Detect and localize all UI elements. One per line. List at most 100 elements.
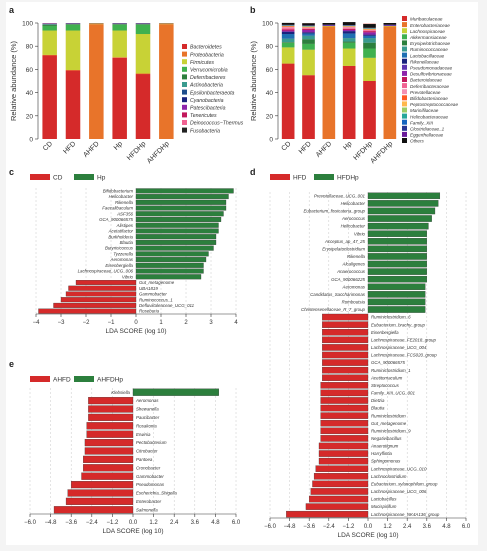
bar-segment [112,30,127,58]
lda-bar-label: Gut_metagenome [371,421,407,426]
x-tick-label: −4.8 [45,520,58,526]
bar-segment [302,49,315,76]
bar-segment [302,29,315,33]
x-axis-label: LDA SCORE (log 10) [337,532,398,539]
lda-bar [38,308,137,314]
bar-segment [302,27,315,29]
lda-bar [322,351,369,359]
legend-swatch [402,70,407,76]
panel-label-c: c [9,167,14,177]
y-tick-label: 60 [266,67,274,74]
x-tick-label: 0.0 [129,520,138,526]
lda-bar [367,192,441,200]
lda-bar [322,328,369,336]
bar-segment [302,39,315,44]
bar-segment [281,34,295,39]
bar-segment [383,24,397,26]
lda-bar [318,442,369,450]
legend-label: Deinococcus−Thermus [190,121,244,127]
lda-bar-label: Eubacterium_brachy_group [371,322,425,327]
y-tick-label: 100 [22,21,33,28]
legend-swatch [182,66,187,72]
lda-bar [315,465,369,472]
lda-bar [310,488,369,495]
lda-bar [367,222,429,230]
lda-bar [135,257,207,263]
lda-bar-label: Erysipelatoclostridium [322,246,365,251]
lda-bar [135,228,219,234]
lda-bar [84,439,134,447]
legend-label: Erysipelotrichaceae [410,41,451,46]
lda-bar [309,495,369,503]
lda-bar-label: Helicobacter [341,224,366,229]
y-tick-label: 100 [262,21,273,28]
x-tick-label: −3.6 [303,524,316,530]
bar-segment [342,29,356,32]
legend-swatch [402,77,407,82]
bar-segment [342,22,356,26]
legend-swatch [182,44,187,49]
lda-bar [367,245,427,253]
lda-bar-label: Paucibacter [136,415,160,420]
legend-swatch [182,104,187,110]
x-tick-label: −3.6 [65,520,78,526]
lda-bar [313,473,369,480]
lda-bar [135,274,202,280]
x-tick-label: −4.8 [284,524,297,530]
lda-bar [71,481,134,489]
lda-bar [320,427,369,435]
legend-swatch [402,89,407,95]
legend-label: Deferribacteres [190,75,226,81]
lda-bar-label: GCA_900066575 [99,217,133,222]
bar-segment [302,33,315,36]
lda-bar-label: Harryflintia [371,451,393,456]
lda-bar-label: Sphingomonas [371,459,401,464]
bar-segment [383,26,397,140]
lda-bar-label: GCA_900066225 [331,277,365,282]
bar-segment [135,73,151,75]
bar-segment [281,28,295,30]
x-tick-label: Hp [342,140,353,151]
lda-bar-label: Aeromonas [342,284,366,289]
bar-segment [281,29,295,31]
legend-label: Actinobacteria [189,83,223,89]
panel-c: CD Hp −4 −3 −2 −1 0 1 2 3 4 LDA SCORE (log 10) Bifid… [30,174,238,335]
legend-swatch [182,120,187,125]
x-axis-label: LDA SCORE (log 10) [102,528,163,535]
legend-swatch [402,101,407,107]
legend-label: Patescibacteria [190,106,226,112]
bar-segment [302,28,315,30]
lda-bar [53,506,134,514]
legend-label: Helicobacteraceae [410,114,448,119]
bar-segment [302,43,315,50]
bar-segment [363,42,376,49]
lda-bar-label: ASF356 [116,211,133,216]
legend-swatch [402,34,407,40]
legend-label: Epsilonbacteraeota [190,90,235,96]
lda-bar [305,503,369,510]
bar-segment [302,35,315,40]
y-tick-label: 0 [29,137,33,144]
x-axis-label: LDA SCORE (log 10) [105,328,166,335]
lda-bar-label: Gammobacter [136,474,164,479]
lda-bar-label: Lachnospiraceae_UCG_006 [78,269,134,274]
lda-bar [367,260,427,268]
lda-bar-label: Ruminiclostridium_1 [371,368,411,373]
lda-bar-label: Christensenellaceae_R_7_group [301,307,366,312]
bar-segment [322,26,336,140]
legend-swatch [182,127,187,133]
bar-segment [42,24,57,26]
x-tick-label: 1.2 [149,520,158,526]
x-tick-label: 2 [184,320,188,326]
lda-bar-label: Ruminococcus_1 [139,297,173,302]
y-tick-label: 60 [26,67,34,74]
lda-bar [322,359,369,366]
lda-bar-label: Helicobacter [109,194,134,199]
bar-segment [363,35,376,39]
lda-bar-label: Anaerococcus [336,269,366,274]
bar-segment [342,41,356,43]
x-tick-label: 2.4 [403,524,412,530]
lda-bar-label: Salmonella [136,507,158,512]
bar-segment [363,32,376,35]
